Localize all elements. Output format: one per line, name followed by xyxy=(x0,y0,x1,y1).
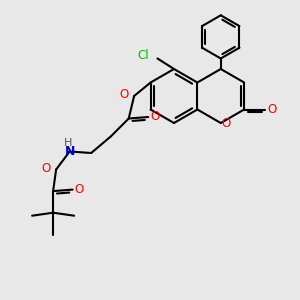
Text: O: O xyxy=(119,88,129,101)
Text: H: H xyxy=(64,138,72,148)
Text: O: O xyxy=(41,161,51,175)
Text: O: O xyxy=(267,103,276,116)
Text: Cl: Cl xyxy=(137,49,149,62)
Text: O: O xyxy=(75,183,84,196)
Text: O: O xyxy=(221,117,231,130)
Text: O: O xyxy=(150,110,159,124)
Text: N: N xyxy=(64,145,75,158)
